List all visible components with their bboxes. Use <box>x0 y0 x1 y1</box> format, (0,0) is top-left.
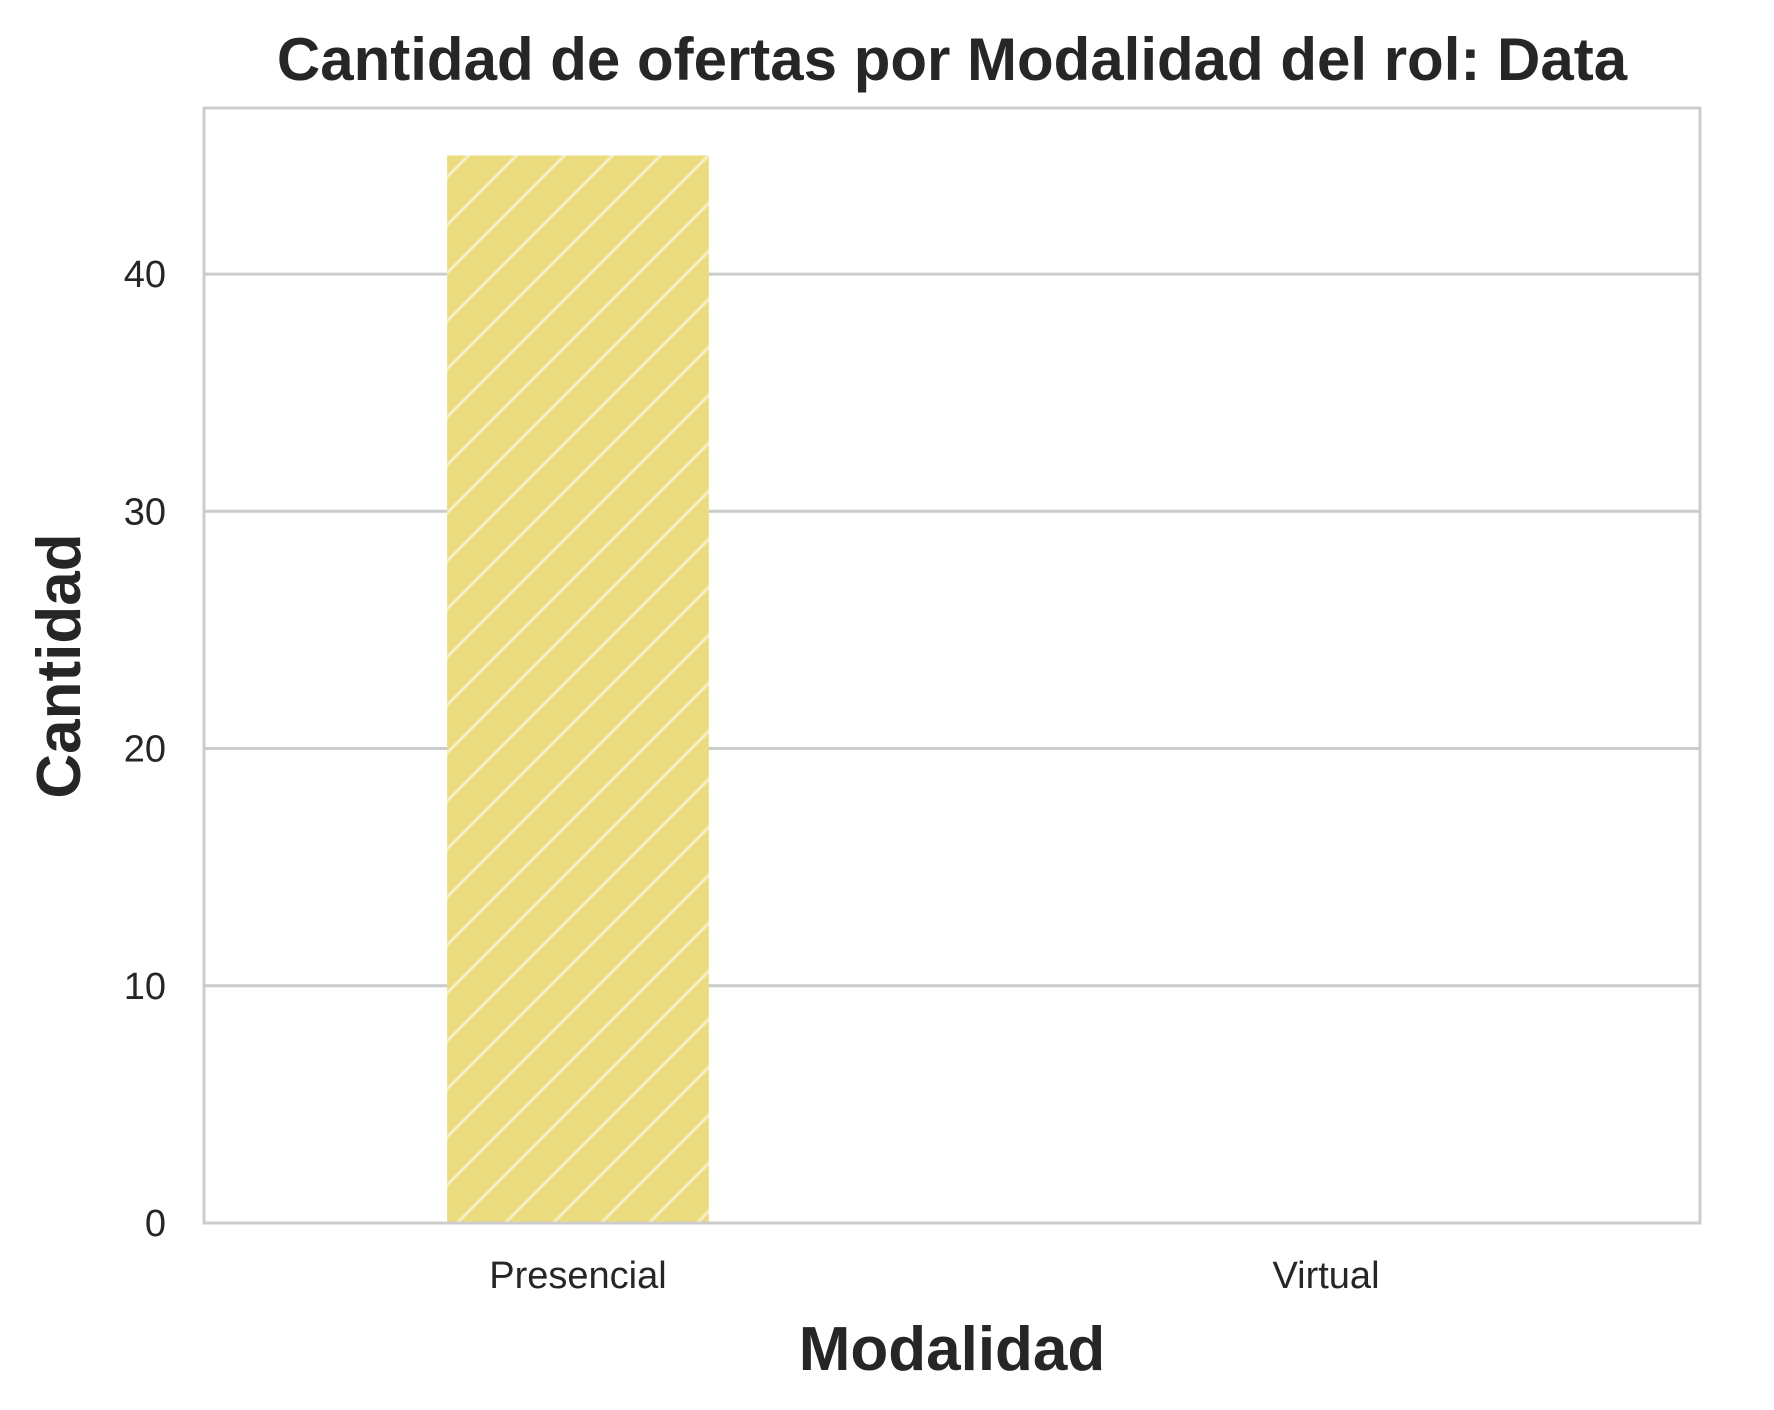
grid-lines <box>204 274 1700 986</box>
x-axis-label: Modalidad <box>799 1315 1106 1384</box>
y-tick-label: 40 <box>124 254 166 296</box>
x-tick-label: Virtual <box>1272 1255 1379 1297</box>
bar-hatch <box>447 155 709 1223</box>
y-tick-label: 10 <box>124 966 166 1008</box>
x-tick-labels: Presencial Virtual <box>489 1255 1379 1297</box>
y-tick-label: 20 <box>124 729 166 771</box>
y-tick-label: 30 <box>124 491 166 533</box>
y-axis-label: Cantidad <box>25 533 94 798</box>
y-tick-labels: 0 10 20 30 40 <box>124 254 166 1245</box>
x-tick-label: Presencial <box>489 1255 666 1297</box>
y-tick-label: 0 <box>145 1203 166 1245</box>
bars <box>447 155 709 1223</box>
chart-title: Cantidad de ofertas por Modalidad del ro… <box>277 26 1628 93</box>
